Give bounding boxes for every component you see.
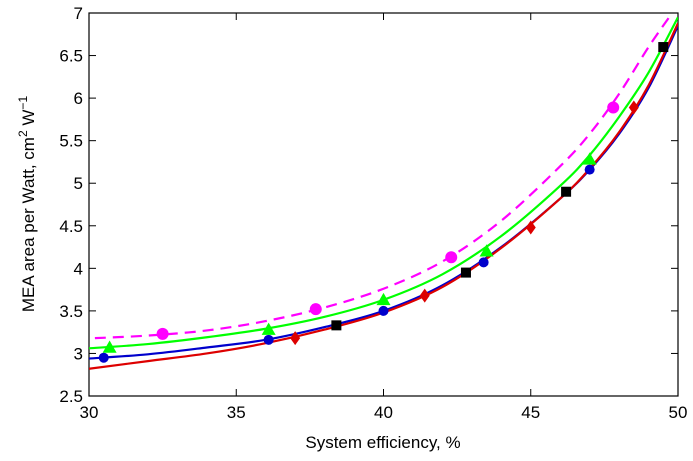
y-axis-label: MEA area per Watt, cm2 W−1 — [16, 96, 38, 313]
x-axis-label: System efficiency, % — [305, 433, 460, 452]
series-line-3 — [89, 22, 678, 370]
series-1-marker — [582, 152, 597, 165]
y-tick-label: 6 — [74, 89, 83, 108]
y-tick-label: 3.5 — [59, 302, 83, 321]
y-tick-label: 4 — [74, 259, 83, 278]
series-4-marker — [331, 320, 342, 331]
series-1-marker — [102, 340, 117, 353]
y-axis-label-sup2: −1 — [16, 96, 30, 110]
series-2-marker — [378, 305, 389, 316]
series-4-marker — [658, 42, 669, 53]
marker-layer — [98, 42, 669, 363]
y-axis-label-mid: W — [19, 110, 38, 131]
y-tick-label: 6.5 — [59, 47, 83, 66]
series-1-marker — [261, 322, 276, 335]
series-2-marker — [584, 164, 595, 175]
series-1-marker — [479, 244, 494, 257]
series-3-marker — [628, 100, 639, 115]
series-3-marker — [525, 220, 536, 235]
y-tick-label: 5 — [74, 174, 83, 193]
y-axis-label-text: MEA area per Watt, cm — [19, 137, 38, 312]
y-tick-label: 7 — [74, 4, 83, 23]
x-tick-label: 35 — [227, 403, 246, 422]
plot-area — [88, 12, 679, 397]
y-tick-label: 4.5 — [59, 217, 83, 236]
series-line-1 — [89, 16, 678, 350]
series-0-marker — [445, 251, 458, 264]
series-1-marker — [376, 292, 391, 306]
x-tick-label: 30 — [80, 403, 99, 422]
y-axis-label-sup1: 2 — [16, 130, 30, 137]
x-tick-label: 45 — [521, 403, 540, 422]
series-0-marker — [309, 303, 322, 316]
series-layer — [89, 13, 678, 370]
series-line-0 — [94, 13, 674, 340]
series-4-marker — [460, 267, 471, 278]
x-tick-label: 40 — [374, 403, 393, 422]
series-0-marker — [156, 327, 169, 340]
series-4-marker — [561, 186, 572, 197]
series-2-marker — [478, 257, 489, 268]
y-tick-label: 2.5 — [59, 387, 83, 406]
series-2-marker — [98, 352, 109, 363]
y-tick-label: 5.5 — [59, 132, 83, 151]
axis-ticks: 30 35 40 45 50 2.5 3 3.5 4 4.5 5 5.5 6 6.5 7 — [59, 4, 687, 422]
x-tick-label: 50 — [669, 403, 688, 422]
series-3-marker — [290, 331, 301, 346]
series-0-marker — [607, 101, 620, 114]
y-tick-label: 3 — [74, 344, 83, 363]
series-3-marker — [419, 288, 430, 303]
series-2-marker — [263, 334, 274, 345]
